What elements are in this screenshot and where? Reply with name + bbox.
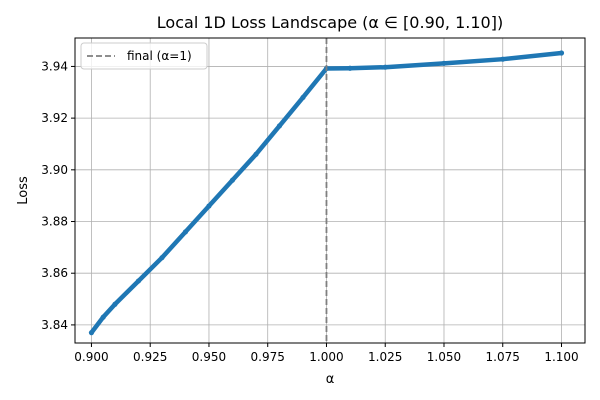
y-tick-label: 3.86 xyxy=(41,266,68,280)
x-axis-label: α xyxy=(326,372,335,387)
chart-title: Local 1D Loss Landscape (α ∈ [0.90, 1.10… xyxy=(157,13,503,32)
loss-data-point xyxy=(276,123,283,129)
x-tick-label: 1.100 xyxy=(544,350,578,364)
loss-data-point xyxy=(88,330,95,336)
loss-data-point xyxy=(159,255,165,261)
y-axis-label: Loss xyxy=(16,176,31,205)
x-tick-label: 0.925 xyxy=(133,350,167,364)
legend-label-final: final (α=1) xyxy=(127,49,192,63)
plot-area-frame xyxy=(74,37,586,344)
x-tick-label: 0.900 xyxy=(74,350,108,364)
loss-data-point xyxy=(253,151,259,157)
x-tick-label: 1.000 xyxy=(309,350,343,364)
y-tick-label: 3.94 xyxy=(41,59,68,73)
loss-data-point xyxy=(558,50,565,56)
loss-data-point xyxy=(347,65,353,71)
loss-data-point xyxy=(182,229,189,235)
legend: final (α=1) xyxy=(80,42,208,70)
loss-data-point xyxy=(500,56,506,62)
x-tick-label: 1.050 xyxy=(427,350,461,364)
x-tick-label: 1.025 xyxy=(368,350,402,364)
y-tick-label: 3.84 xyxy=(41,318,68,332)
x-axis-ticks: 0.900 0.925 0.950 0.975 1.000 1.025 1.050 1.075… xyxy=(74,343,579,364)
loss-data-point xyxy=(382,64,388,70)
series-layer xyxy=(88,50,565,336)
loss-data-point xyxy=(206,203,212,209)
x-tick-label: 0.950 xyxy=(192,350,226,364)
loss-data-point xyxy=(441,60,447,66)
loss-data-point xyxy=(135,278,142,284)
y-tick-label: 3.88 xyxy=(41,215,68,229)
y-tick-label: 3.92 xyxy=(41,111,68,125)
loss-data-point xyxy=(300,94,306,101)
y-tick-label: 3.90 xyxy=(41,163,68,177)
loss-data-point xyxy=(229,177,236,183)
x-tick-label: 1.075 xyxy=(486,350,520,364)
x-tick-label: 0.975 xyxy=(251,350,285,364)
loss-data-point xyxy=(112,301,118,307)
loss-data-point xyxy=(100,314,106,320)
grid-lines xyxy=(75,38,585,343)
legend-box xyxy=(80,42,208,70)
y-axis-ticks: 3.84 3.86 3.88 3.90 3.92 3.94 xyxy=(41,59,75,332)
